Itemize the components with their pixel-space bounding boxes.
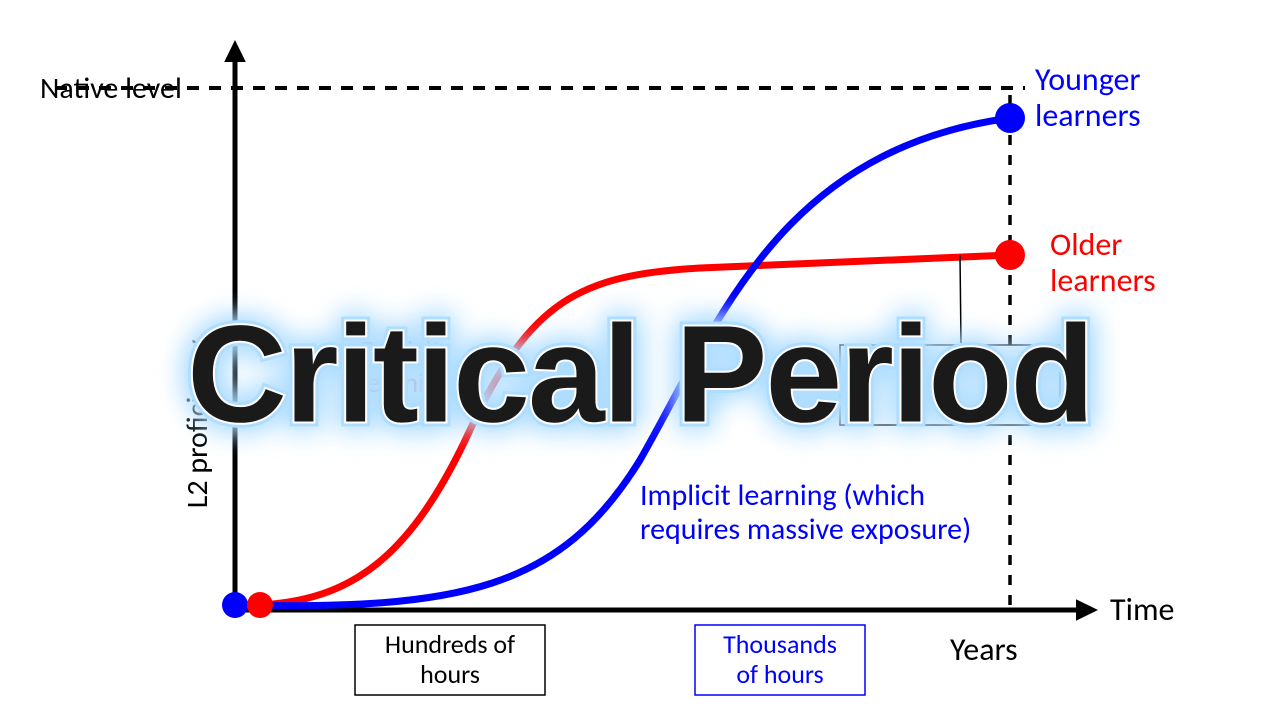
x-axis-label: Time (1110, 590, 1174, 629)
thousands-line2: of hours (736, 658, 823, 690)
thousands-line1: Thousands (723, 628, 837, 660)
younger-label-line2: learners (1035, 96, 1141, 135)
y-axis-label: L2 proficiency (179, 339, 216, 508)
hundreds-of-hours-box: Hundreds of hours (355, 625, 545, 695)
older-end-dot (995, 240, 1025, 270)
older-label-line1: Older (1050, 225, 1122, 264)
younger-end-dot (995, 103, 1025, 133)
older-curve (260, 255, 1010, 605)
critical-period-chart: Native level L2 proficiency Younger lear… (0, 0, 1280, 720)
x-axis-arrow (1076, 599, 1098, 621)
callout-box (840, 345, 1060, 425)
thousands-of-hours-box: Thousands of hours (695, 625, 865, 695)
callout-pointer (960, 255, 961, 345)
implicit-learning-line2: requires massive exposure) (640, 511, 971, 548)
younger-label-line1: Younger (1035, 60, 1141, 99)
explicit-learning-line2: learning (360, 365, 453, 400)
y-axis-arrow (224, 40, 246, 62)
hundreds-line1: Hundreds of (385, 628, 515, 660)
older-start-dot (247, 592, 273, 618)
native-level-label: Native level (40, 70, 182, 107)
older-label-line2: learners (1050, 261, 1156, 300)
younger-start-dot (222, 592, 248, 618)
hundreds-line2: hours (420, 658, 480, 690)
implicit-learning-line1: Implicit learning (which (640, 477, 925, 514)
explicit-learning-line1: Explicit (360, 333, 441, 368)
years-label: Years (950, 630, 1018, 669)
